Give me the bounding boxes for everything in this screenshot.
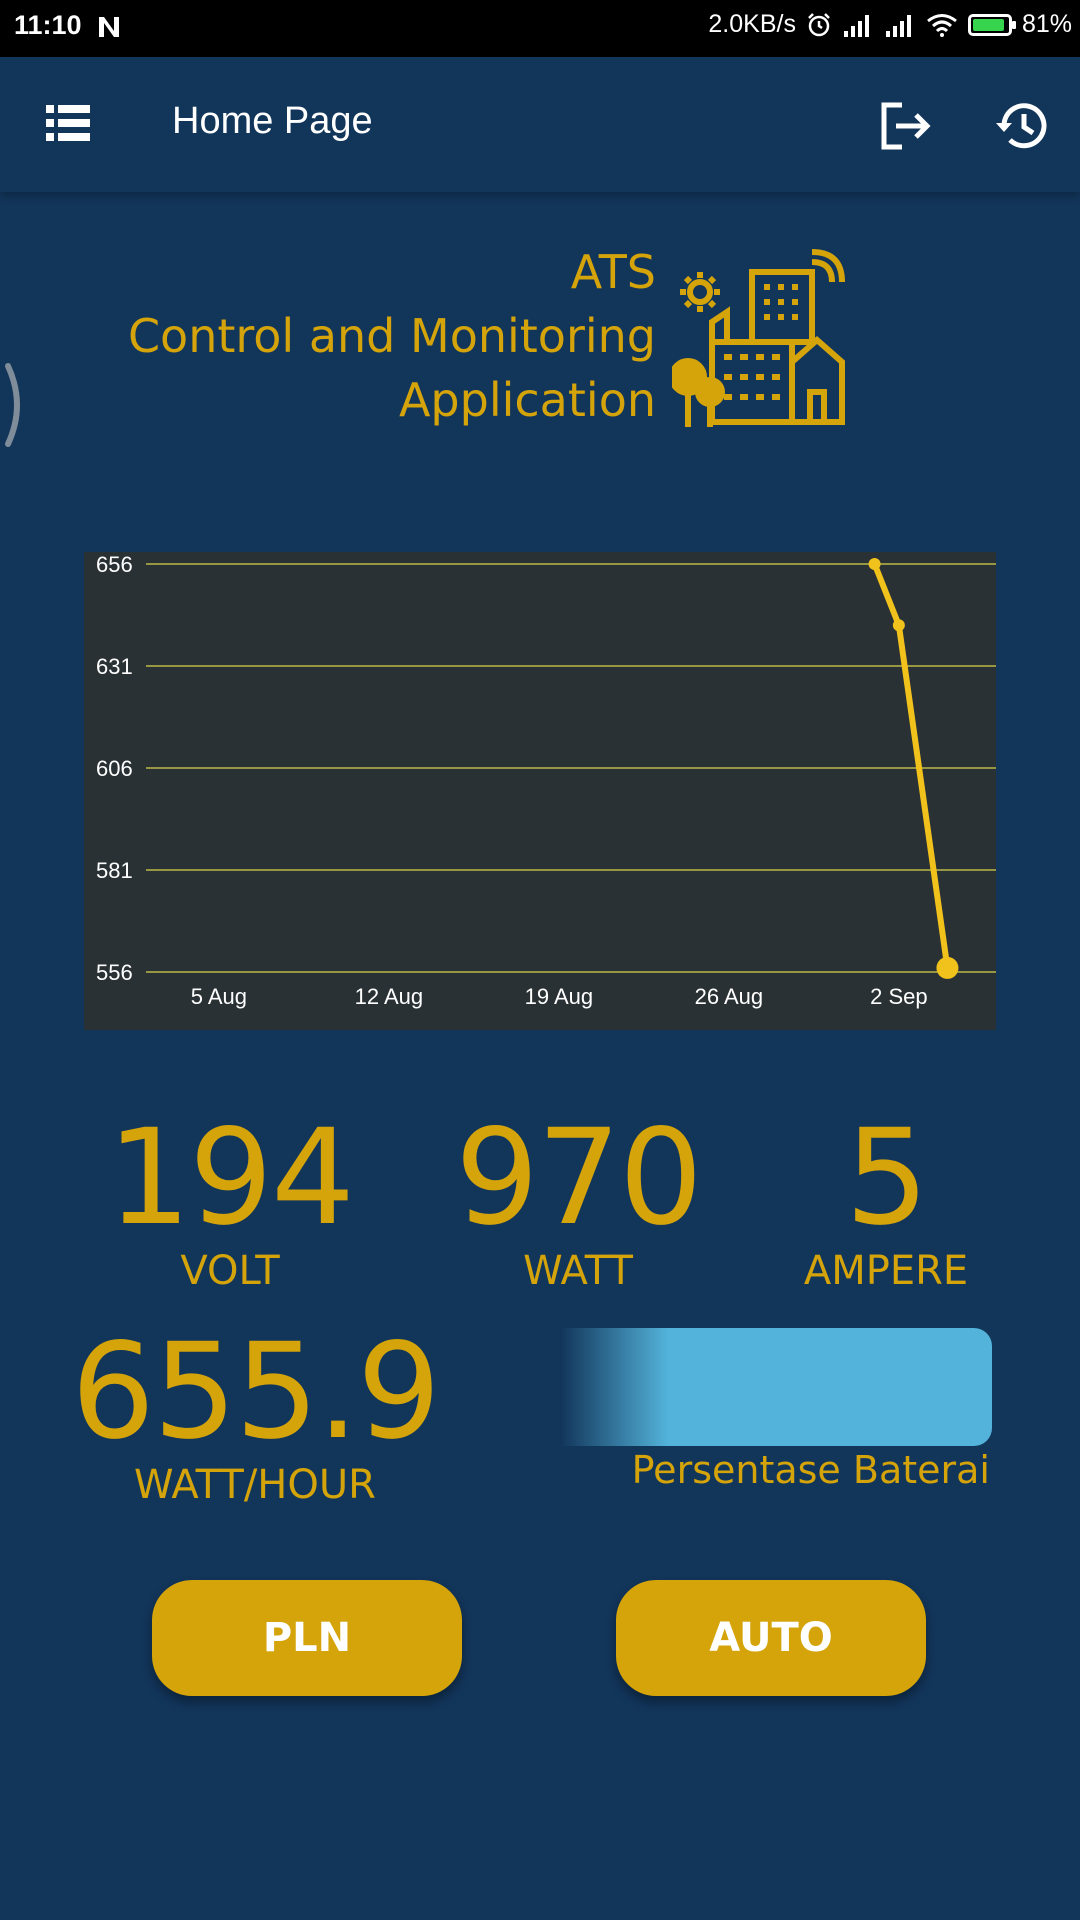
battery-charging-icon	[967, 13, 1016, 36]
brand-line-control: Control and Monitoring	[127, 309, 656, 363]
chart-x-tick-label: 26 Aug	[695, 984, 764, 1009]
chart-x-tick-label: 2 Sep	[870, 984, 928, 1009]
watt-hour-value: 655.9	[71, 1315, 441, 1469]
chart-data-point	[868, 558, 881, 570]
chart-y-tick-label: 656	[96, 552, 133, 577]
volt-unit: VOLT	[180, 1248, 280, 1294]
volt-value: 194	[107, 1101, 355, 1255]
battery-level: 81%	[1021, 10, 1072, 38]
page-title: Home Page	[172, 100, 373, 142]
chart-y-tick-label: 581	[96, 858, 133, 883]
chart-x-tick-label: 5 Aug	[191, 984, 247, 1009]
chart-y-tick-label: 556	[96, 960, 133, 985]
chart-y-tick-label: 606	[96, 756, 133, 781]
chart-data-point	[892, 619, 905, 632]
status-bar: 11:10 2.0KB/s 81%	[0, 0, 1080, 57]
brand-line-ats: ATS	[570, 245, 656, 299]
ampere-unit: AMPERE	[803, 1248, 969, 1294]
status-right: 2.0KB/s 81%	[708, 10, 1072, 39]
watt-hour-reading: 655.9 WATT/HOUR	[60, 1322, 450, 1508]
drawer-handle[interactable]	[2, 362, 24, 448]
chart-x-tick-label: 19 Aug	[525, 984, 594, 1009]
logout-icon[interactable]	[880, 102, 932, 150]
history-icon[interactable]	[994, 101, 1050, 151]
battery-percentage-bar	[560, 1328, 992, 1446]
network-speed: 2.0KB/s	[708, 10, 796, 38]
n-notification-icon	[99, 17, 119, 37]
wifi-icon	[927, 13, 957, 37]
brand-line-application: Application	[398, 373, 656, 427]
power-line-chart: 656 631 606 581 556 5 Aug 12 Aug 19 Aug 26 Aug 2 …	[84, 552, 996, 1030]
volt-reading: 194 VOLT	[90, 1108, 370, 1294]
signal-icon	[843, 14, 869, 37]
signal-icon	[885, 14, 911, 37]
chart-series-line	[871, 562, 951, 969]
watt-hour-unit: WATT/HOUR	[134, 1462, 376, 1508]
pln-button[interactable]: PLN	[152, 1580, 462, 1696]
ampere-reading: 5 AMPERE	[746, 1108, 1026, 1294]
chart-y-tick-label: 631	[96, 654, 133, 679]
chart-data-point	[936, 956, 959, 979]
chart-canvas: 656 631 606 581 556 5 Aug 12 Aug 19 Aug 26 Aug 2 …	[96, 552, 996, 1009]
chart-x-tick-label: 12 Aug	[355, 984, 424, 1009]
watt-value: 970	[455, 1101, 703, 1255]
watt-unit: WATT	[523, 1248, 633, 1294]
app-bar: Home Page	[0, 57, 1080, 192]
list-menu-icon[interactable]	[46, 103, 90, 143]
app-brand: ATS Control and Monitoring Application	[100, 240, 656, 432]
alarm-icon	[808, 12, 830, 36]
watt-reading: 970 WATT	[438, 1108, 718, 1294]
status-time: 11:10	[14, 10, 82, 40]
battery-percentage-label: Persentase Baterai	[631, 1448, 990, 1492]
city-building-icon	[672, 249, 845, 427]
ampere-value: 5	[845, 1101, 929, 1255]
auto-button[interactable]: AUTO	[616, 1580, 926, 1696]
